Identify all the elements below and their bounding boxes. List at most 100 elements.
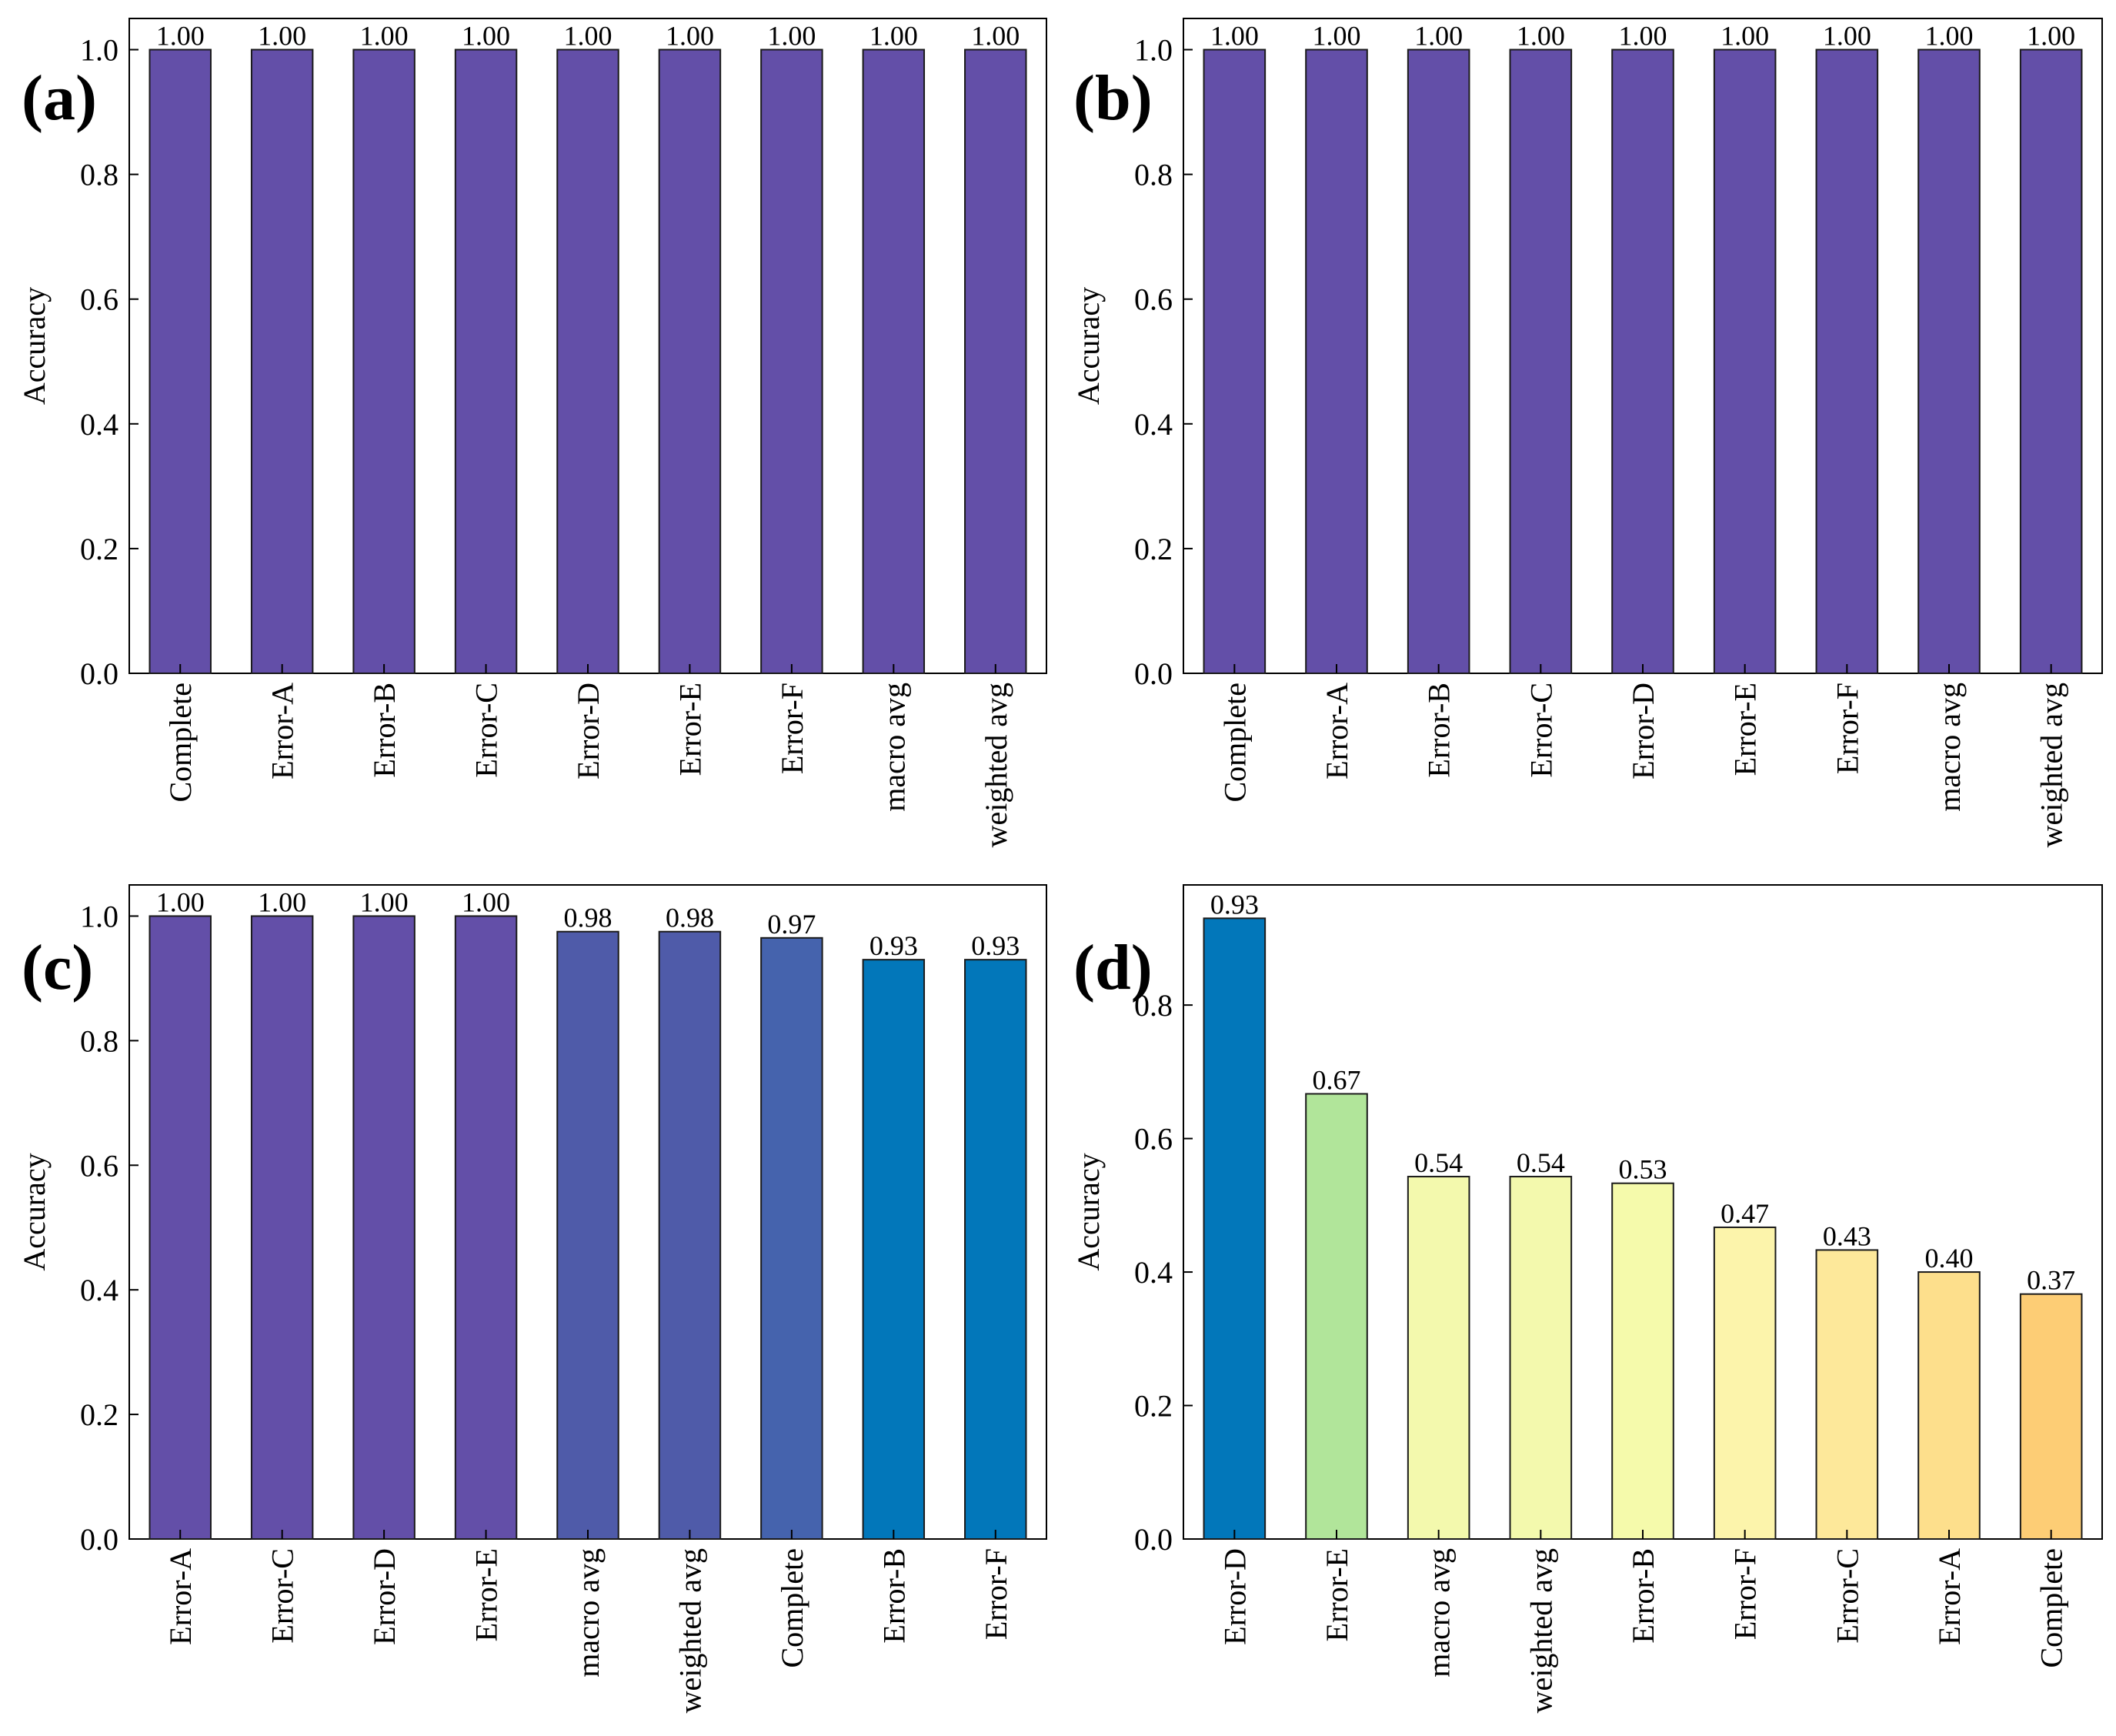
bar-value-label: 0.43: [1823, 1220, 1871, 1251]
bar-value-label: 0.98: [666, 903, 714, 933]
y-tick-label: 0.0: [80, 656, 118, 691]
x-tick-label: Error-F: [1728, 1548, 1763, 1640]
y-tick-label: 0.6: [80, 282, 118, 317]
x-tick-label: Error-B: [1422, 683, 1457, 778]
bar: [760, 48, 823, 675]
bar-value-label: 1.00: [1721, 21, 1769, 52]
bar-value-label: 1.00: [869, 21, 918, 52]
bar-value-label: 0.40: [1925, 1243, 1974, 1274]
x-tick-label: Error-D: [1217, 1548, 1252, 1645]
bar: [2019, 48, 2083, 675]
bar-value-label: 1.00: [767, 21, 816, 52]
x-tick-label: Error-E: [1728, 683, 1763, 776]
panel-label: (a): [22, 62, 97, 134]
bar-value-label: 1.00: [462, 21, 510, 52]
x-tick-label: weighted avg: [1524, 1548, 1558, 1713]
bar: [760, 936, 823, 1541]
chart-panel-d: 0.0 0.2 0.4 0.6 0.8 Accuracy 0.93 Error-D 0.67 Er…: [1071, 884, 2103, 1713]
bar-value-label: 1.00: [1210, 21, 1259, 52]
bar: [1611, 48, 1674, 675]
bar: [250, 48, 314, 675]
x-tick-label: Error-B: [367, 683, 402, 778]
bar-value-label: 1.00: [462, 886, 510, 917]
bar: [1815, 48, 1879, 675]
y-tick-label: 1.0: [1134, 33, 1173, 68]
x-tick-label: weighted avg: [2034, 683, 2069, 847]
bar-value-label: 1.00: [156, 21, 205, 52]
bar: [862, 959, 926, 1540]
panel-label: (c): [22, 932, 93, 1003]
y-tick-label: 0.6: [1134, 1122, 1173, 1157]
bar-value-label: 1.00: [1925, 21, 1974, 52]
x-tick-label: Error-E: [469, 1548, 504, 1641]
bar-value-label: 1.00: [1823, 21, 1871, 52]
bar-value-label: 0.54: [1414, 1147, 1463, 1178]
x-tick-label: Error-F: [775, 683, 809, 774]
x-tick-label: Error-D: [571, 683, 606, 780]
x-tick-label: macro avg: [876, 683, 911, 812]
bar-value-label: 1.00: [360, 21, 409, 52]
bar-value-label: 1.00: [666, 21, 714, 52]
panel-label: (d): [1073, 932, 1153, 1003]
bar: [250, 915, 314, 1540]
y-tick-label: 0.2: [1134, 532, 1173, 566]
bar: [1305, 1093, 1368, 1540]
x-tick-label: Error-C: [265, 1548, 300, 1644]
y-tick-label: 0.8: [80, 158, 118, 192]
x-tick-label: weighted avg: [979, 683, 1013, 847]
x-tick-label: Error-C: [1524, 683, 1558, 778]
bar: [1203, 48, 1267, 675]
bar: [658, 930, 722, 1540]
y-tick-label: 0.8: [1134, 988, 1173, 1023]
x-tick-label: Error-A: [163, 1548, 198, 1645]
y-tick-label: 0.2: [80, 1397, 118, 1432]
bar: [1407, 48, 1470, 675]
y-axis-title: Accuracy: [1071, 1153, 1106, 1270]
x-tick-label: Error-C: [1830, 1548, 1864, 1644]
chart-panel-a: 0.0 0.2 0.4 0.6 0.8 1.0 Accuracy 1.00 Complete 1.…: [17, 18, 1047, 847]
bar: [352, 48, 416, 675]
x-tick-label: macro avg: [1422, 1548, 1457, 1678]
bar: [1917, 48, 1981, 675]
y-tick-label: 0.8: [1134, 158, 1173, 192]
bar-value-label: 1.00: [1414, 21, 1463, 52]
bar-value-label: 1.00: [1619, 21, 1667, 52]
y-tick-label: 0.4: [1134, 407, 1173, 442]
bar: [1509, 1176, 1573, 1541]
bar: [1713, 48, 1777, 675]
x-tick-label: weighted avg: [673, 1548, 707, 1713]
y-tick-label: 1.0: [80, 33, 118, 68]
chart-panel-b: 0.0 0.2 0.4 0.6 0.8 1.0 Accuracy 1.00 Complete 1.…: [1071, 18, 2103, 847]
panel-label: (b): [1073, 62, 1153, 134]
y-tick-label: 1.0: [80, 899, 118, 933]
y-tick-label: 0.0: [1134, 1522, 1173, 1557]
y-tick-label: 0.6: [80, 1148, 118, 1183]
x-tick-label: Error-E: [673, 683, 707, 776]
bar: [1713, 1226, 1777, 1540]
bar: [2019, 1293, 2083, 1541]
bar-value-label: 0.98: [564, 903, 612, 933]
x-tick-label: Error-A: [1932, 1548, 1967, 1645]
bar-value-label: 1.00: [564, 21, 612, 52]
x-tick-label: Error-F: [1830, 683, 1864, 774]
bar-value-label: 1.00: [971, 21, 1020, 52]
bar: [964, 959, 1027, 1540]
y-axis-title: Accuracy: [1071, 287, 1106, 405]
bar-value-label: 1.00: [258, 886, 306, 917]
bar: [454, 48, 518, 675]
bar-value-label: 1.00: [360, 886, 409, 917]
x-tick-label: Error-A: [265, 683, 300, 780]
bar: [964, 48, 1027, 675]
x-tick-label: Error-A: [1320, 683, 1354, 780]
y-tick-label: 0.4: [80, 1273, 118, 1307]
bar: [1305, 48, 1368, 675]
y-axis-title: Accuracy: [17, 287, 52, 405]
bar: [1407, 1176, 1470, 1541]
x-tick-label: Error-D: [367, 1548, 402, 1645]
bar-value-label: 0.67: [1313, 1064, 1361, 1095]
bar-value-label: 0.97: [767, 909, 816, 940]
bar-value-label: 1.00: [1313, 21, 1361, 52]
y-tick-label: 0.4: [80, 407, 118, 442]
bar-value-label: 1.00: [258, 21, 306, 52]
